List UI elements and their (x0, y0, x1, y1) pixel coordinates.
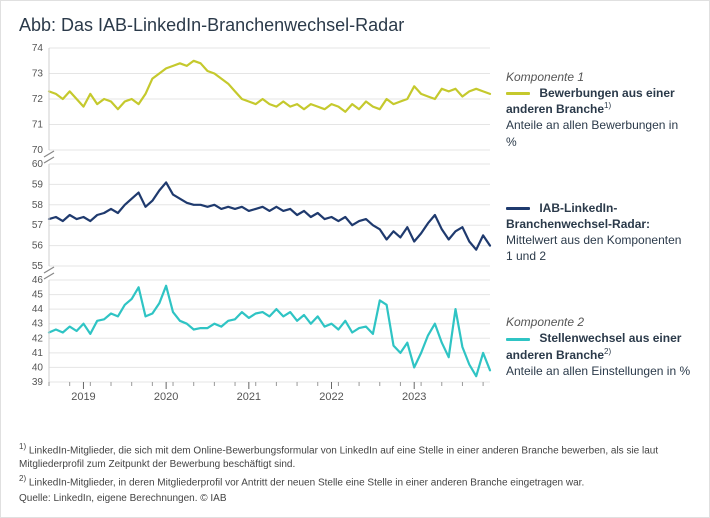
legend2-title: IAB-LinkedIn-Branchenwechsel-Radar: (506, 201, 650, 231)
footnote-1: 1) LinkedIn-Mitglieder, die sich mit dem… (19, 442, 691, 471)
svg-text:70: 70 (32, 145, 44, 156)
legend2-desc: Mittelwert aus den Komponenten 1 und 2 (506, 232, 691, 264)
legend3-desc: Anteile an allen Einstellungen in % (506, 363, 691, 379)
chart-area: 70 71 72 73 74 55 56 57 58 59 60 39 40 41 42 43 44 45 46 20… (19, 44, 494, 404)
legend-block-1: Komponente 1 Bewerbungen aus einer ander… (506, 69, 691, 150)
svg-text:41: 41 (32, 348, 44, 359)
footnote-1-text: LinkedIn-Mitglieder, die sich mit dem On… (19, 446, 658, 471)
svg-text:71: 71 (32, 120, 44, 131)
footnote-2: 2) LinkedIn-Mitglieder, in deren Mitglie… (19, 474, 691, 490)
svg-text:2019: 2019 (71, 391, 95, 403)
svg-text:42: 42 (32, 333, 44, 344)
chart-row: 70 71 72 73 74 55 56 57 58 59 60 39 40 41 42 43 44 45 46 20… (19, 44, 691, 404)
legend1-desc: Anteile an allen Bewerbungen in % (506, 117, 691, 149)
svg-text:57: 57 (32, 220, 44, 231)
legend1-swatch (506, 92, 530, 95)
svg-text:40: 40 (32, 362, 44, 373)
legend1-title-row: Bewerbungen aus einer anderen Branche1) (506, 85, 691, 117)
svg-text:46: 46 (32, 275, 44, 286)
legend3-swatch (506, 338, 530, 341)
legend-area: Komponente 1 Bewerbungen aus einer ander… (494, 44, 691, 404)
svg-text:72: 72 (32, 94, 44, 105)
svg-text:2021: 2021 (237, 391, 261, 403)
footnotes: 1) LinkedIn-Mitglieder, die sich mit dem… (19, 442, 691, 507)
svg-text:56: 56 (32, 241, 44, 252)
svg-text:60: 60 (32, 159, 44, 170)
svg-text:59: 59 (32, 179, 44, 190)
svg-text:73: 73 (32, 69, 44, 80)
svg-text:2023: 2023 (402, 391, 426, 403)
legend2-title-row: IAB-LinkedIn-Branchenwechsel-Radar: (506, 200, 691, 232)
footnote-2-text: LinkedIn-Mitglieder, in deren Mitglieder… (26, 477, 584, 488)
svg-text:2022: 2022 (319, 391, 343, 403)
chart-svg: 70 71 72 73 74 55 56 57 58 59 60 39 40 41 42 43 44 45 46 20… (19, 44, 494, 404)
legend3-title: Stellenwechsel aus einer anderen Branche (506, 331, 681, 361)
legend1-subtitle: Komponente 1 (506, 69, 691, 85)
svg-text:43: 43 (32, 319, 44, 330)
legend-block-2: IAB-LinkedIn-Branchenwechsel-Radar: Mitt… (506, 200, 691, 265)
svg-text:55: 55 (32, 261, 44, 272)
legend1-sup: 1) (604, 101, 611, 110)
legend3-subtitle: Komponente 2 (506, 314, 691, 330)
legend1-title: Bewerbungen aus einer anderen Branche (506, 86, 675, 116)
footnote-source: Quelle: LinkedIn, eigene Berechnungen. ©… (19, 492, 691, 506)
svg-text:74: 74 (32, 44, 44, 54)
svg-text:58: 58 (32, 200, 44, 211)
svg-text:2020: 2020 (154, 391, 178, 403)
legend-block-3: Komponente 2 Stellenwechsel aus einer an… (506, 314, 691, 379)
legend3-sup: 2) (604, 347, 611, 356)
legend3-title-row: Stellenwechsel aus einer anderen Branche… (506, 330, 691, 362)
figure-container: Abb: Das IAB-LinkedIn-Branchenwechsel-Ra… (0, 0, 710, 518)
svg-text:44: 44 (32, 304, 44, 315)
legend2-swatch (506, 207, 530, 210)
chart-title: Abb: Das IAB-LinkedIn-Branchenwechsel-Ra… (19, 15, 691, 36)
svg-text:39: 39 (32, 377, 44, 388)
svg-text:45: 45 (32, 290, 44, 301)
